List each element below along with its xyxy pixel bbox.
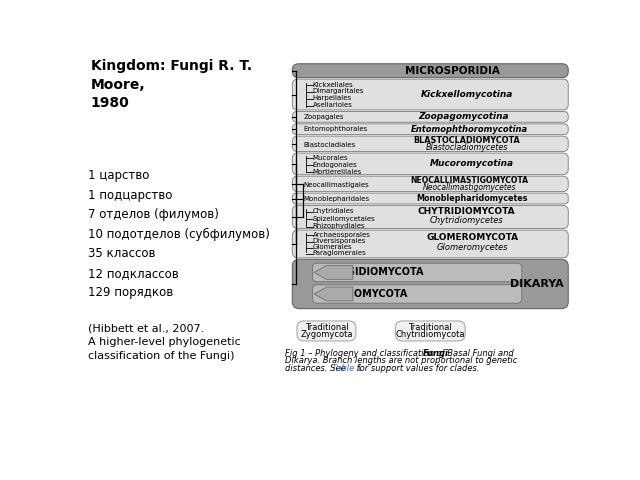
Text: Archaeosporales: Archaeosporales <box>312 232 371 238</box>
FancyBboxPatch shape <box>312 263 522 282</box>
FancyBboxPatch shape <box>396 321 465 341</box>
Text: Mucoromycotina: Mucoromycotina <box>430 159 514 168</box>
Text: Table 1: Table 1 <box>332 364 362 373</box>
Text: Traditional: Traditional <box>408 323 452 332</box>
Text: Zoopagomycotina: Zoopagomycotina <box>419 112 509 121</box>
FancyBboxPatch shape <box>292 230 568 258</box>
Text: Monoblepharidomycetes: Monoblepharidomycetes <box>417 194 528 203</box>
Text: Kickxellomycotina: Kickxellomycotina <box>420 90 513 99</box>
Text: Entomophthorales: Entomophthorales <box>303 126 367 132</box>
Text: for support values for clades.: for support values for clades. <box>353 364 479 373</box>
Text: Neocallimastigomycetes: Neocallimastigomycetes <box>422 183 516 192</box>
FancyBboxPatch shape <box>292 79 568 110</box>
FancyBboxPatch shape <box>297 321 356 341</box>
Text: Spizellomycetales: Spizellomycetales <box>312 216 375 222</box>
Text: Diversisporales: Diversisporales <box>312 238 366 244</box>
Polygon shape <box>314 265 353 279</box>
FancyBboxPatch shape <box>292 176 568 192</box>
Text: Fig 1 – Phylogeny and classification of: Fig 1 – Phylogeny and classification of <box>285 348 448 358</box>
Text: 1 царство
1 подцарство
7 отделов (филумов)
10 подотделов (субфилумов)
35 классов: 1 царство 1 подцарство 7 отделов (филумо… <box>88 169 269 300</box>
Text: Monoblepharidales: Monoblepharidales <box>303 195 369 202</box>
Text: Blastocladiomycetes: Blastocladiomycetes <box>426 143 508 152</box>
Text: GLOMEROMYCOTA: GLOMEROMYCOTA <box>426 233 518 242</box>
Text: (Hibbett et al., 2007.
A higher-level phylogenetic
classification of the Fungi): (Hibbett et al., 2007. A higher-level ph… <box>88 323 241 361</box>
Text: Fungi: Fungi <box>423 348 449 358</box>
Text: Rhizophydiales: Rhizophydiales <box>312 223 365 229</box>
Text: Endogonales: Endogonales <box>312 162 357 168</box>
FancyBboxPatch shape <box>292 259 568 309</box>
Polygon shape <box>314 287 353 301</box>
Text: Mucorales: Mucorales <box>312 155 348 161</box>
Text: NEOCALLIMASTIGOMYCOTA: NEOCALLIMASTIGOMYCOTA <box>410 176 529 185</box>
Text: . Basal Fungi and: . Basal Fungi and <box>442 348 514 358</box>
Text: Paraglomerales: Paraglomerales <box>312 250 366 256</box>
Text: ASCOMYCOTA: ASCOMYCOTA <box>333 289 409 299</box>
Text: Chytridiales: Chytridiales <box>312 208 354 214</box>
FancyBboxPatch shape <box>292 205 568 228</box>
Text: distances. See: distances. See <box>285 364 349 373</box>
Text: Kickxellales: Kickxellales <box>312 82 353 87</box>
Text: Kingdom: Fungi R. T.
Moore,
1980: Kingdom: Fungi R. T. Moore, 1980 <box>91 59 252 110</box>
Text: Glomeromycetes: Glomeromycetes <box>436 242 508 252</box>
Text: Chytridiomycota: Chytridiomycota <box>396 330 465 339</box>
FancyBboxPatch shape <box>312 285 522 303</box>
FancyBboxPatch shape <box>292 136 568 152</box>
Text: Neocallimastigales: Neocallimastigales <box>303 182 369 189</box>
Text: Entomophthoromycotina: Entomophthoromycotina <box>411 125 528 134</box>
Text: Dikarya. Branch lengths are not proportional to genetic: Dikarya. Branch lengths are not proporti… <box>285 356 518 365</box>
Text: Zygomycota: Zygomycota <box>300 330 353 339</box>
FancyBboxPatch shape <box>292 124 568 134</box>
Text: DIKARYA: DIKARYA <box>510 279 564 289</box>
Text: Dimargaritales: Dimargaritales <box>312 88 364 95</box>
Text: Blastocladiales: Blastocladiales <box>303 143 355 148</box>
Text: BLASTOCLADIOMYCOTA: BLASTOCLADIOMYCOTA <box>413 136 520 145</box>
FancyBboxPatch shape <box>292 193 568 204</box>
Text: BASIDIOMYCOTA: BASIDIOMYCOTA <box>333 267 424 277</box>
Text: MICROSPORIDIA: MICROSPORIDIA <box>405 66 500 76</box>
FancyBboxPatch shape <box>292 111 568 122</box>
Text: Mortierelliales: Mortierelliales <box>312 168 362 175</box>
Text: CHYTRIDIOMYCOTA: CHYTRIDIOMYCOTA <box>418 207 515 216</box>
Text: Harpellales: Harpellales <box>312 96 351 101</box>
FancyBboxPatch shape <box>292 153 568 175</box>
FancyBboxPatch shape <box>292 64 568 78</box>
Text: Chytridiomycetes: Chytridiomycetes <box>429 216 504 225</box>
Text: Asellarioles: Asellarioles <box>312 102 353 108</box>
Text: Traditional: Traditional <box>305 323 348 332</box>
Text: Glomerales: Glomerales <box>312 244 352 250</box>
Text: Zoopagales: Zoopagales <box>303 114 344 120</box>
